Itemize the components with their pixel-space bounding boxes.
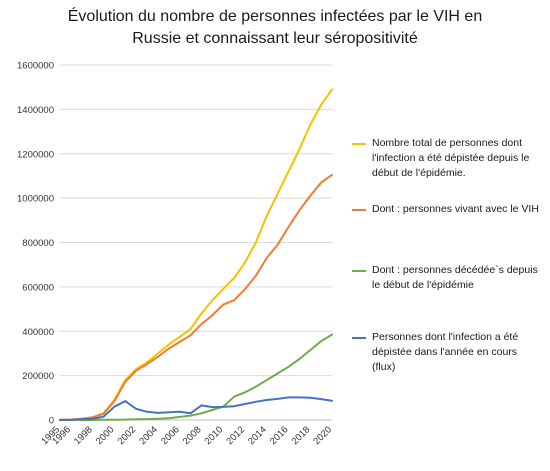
x-tick-label: 2014 bbox=[246, 424, 269, 447]
series-line-total bbox=[59, 88, 333, 421]
legend-item-total: Nombre total de personnes dont l'infecti… bbox=[352, 136, 542, 181]
x-tick-label: 2016 bbox=[268, 424, 291, 447]
series-line-annual bbox=[59, 396, 333, 421]
x-tick-label: 2002 bbox=[116, 424, 139, 447]
y-tick-label: 200000 bbox=[22, 371, 54, 382]
y-tick-label: 1600000 bbox=[17, 61, 54, 72]
legend-swatch-annual bbox=[352, 337, 366, 339]
series-lines bbox=[59, 88, 333, 421]
legend-swatch-total bbox=[352, 143, 366, 145]
x-tick-label: 2012 bbox=[224, 424, 247, 447]
x-tick-label: 2020 bbox=[311, 424, 334, 447]
chart-title-line-2: Russie et connaissant leur séropositivit… bbox=[132, 30, 418, 47]
chart-title: Évolution du nombre de personnes infecté… bbox=[0, 6, 550, 50]
x-tick-label: 1998 bbox=[72, 424, 95, 447]
y-tick-label: 1200000 bbox=[17, 149, 54, 160]
series-line-deceased bbox=[59, 333, 333, 421]
series-line-living bbox=[59, 173, 333, 421]
y-tick-label: 800000 bbox=[22, 238, 54, 249]
y-tick-label: 400000 bbox=[22, 327, 54, 338]
legend-swatch-deceased bbox=[352, 270, 366, 272]
y-tick-label: 1400000 bbox=[17, 105, 54, 116]
legend-label-living: Dont : personnes vivant avec le VIH bbox=[372, 203, 539, 215]
y-tick-label: 1000000 bbox=[17, 194, 54, 205]
y-tick-label: 600000 bbox=[22, 282, 54, 293]
legend-item-deceased: Dont : personnes décédée`s depuis le déb… bbox=[352, 263, 542, 293]
gridlines bbox=[60, 64, 332, 421]
legend-label-deceased: Dont : personnes décédée`s depuis le déb… bbox=[372, 264, 538, 291]
legend-label-total: Nombre total de personnes dont l'infecti… bbox=[372, 137, 530, 179]
legend-item-living: Dont : personnes vivant avec le VIH bbox=[352, 202, 542, 217]
x-tick-label: 2000 bbox=[94, 424, 117, 447]
x-tick-label: 2006 bbox=[159, 424, 182, 447]
x-tick-label: 2008 bbox=[181, 424, 204, 447]
legend-label-annual: Personnes dont l'infection a été dépisté… bbox=[372, 331, 519, 373]
chart-title-line-1: Évolution du nombre de personnes infecté… bbox=[67, 8, 483, 25]
x-tick-label: 2018 bbox=[290, 424, 313, 447]
legend-item-annual: Personnes dont l'infection a été dépisté… bbox=[352, 330, 542, 375]
x-tick-label: 2010 bbox=[203, 424, 226, 447]
x-tick-label: 2004 bbox=[137, 424, 160, 447]
y-axis-tick-labels: 0 200000 400000 600000 800000 1000000 1200000 1… bbox=[17, 61, 54, 427]
legend-swatch-living bbox=[352, 209, 366, 211]
y-tick-label: 0 bbox=[49, 416, 54, 427]
